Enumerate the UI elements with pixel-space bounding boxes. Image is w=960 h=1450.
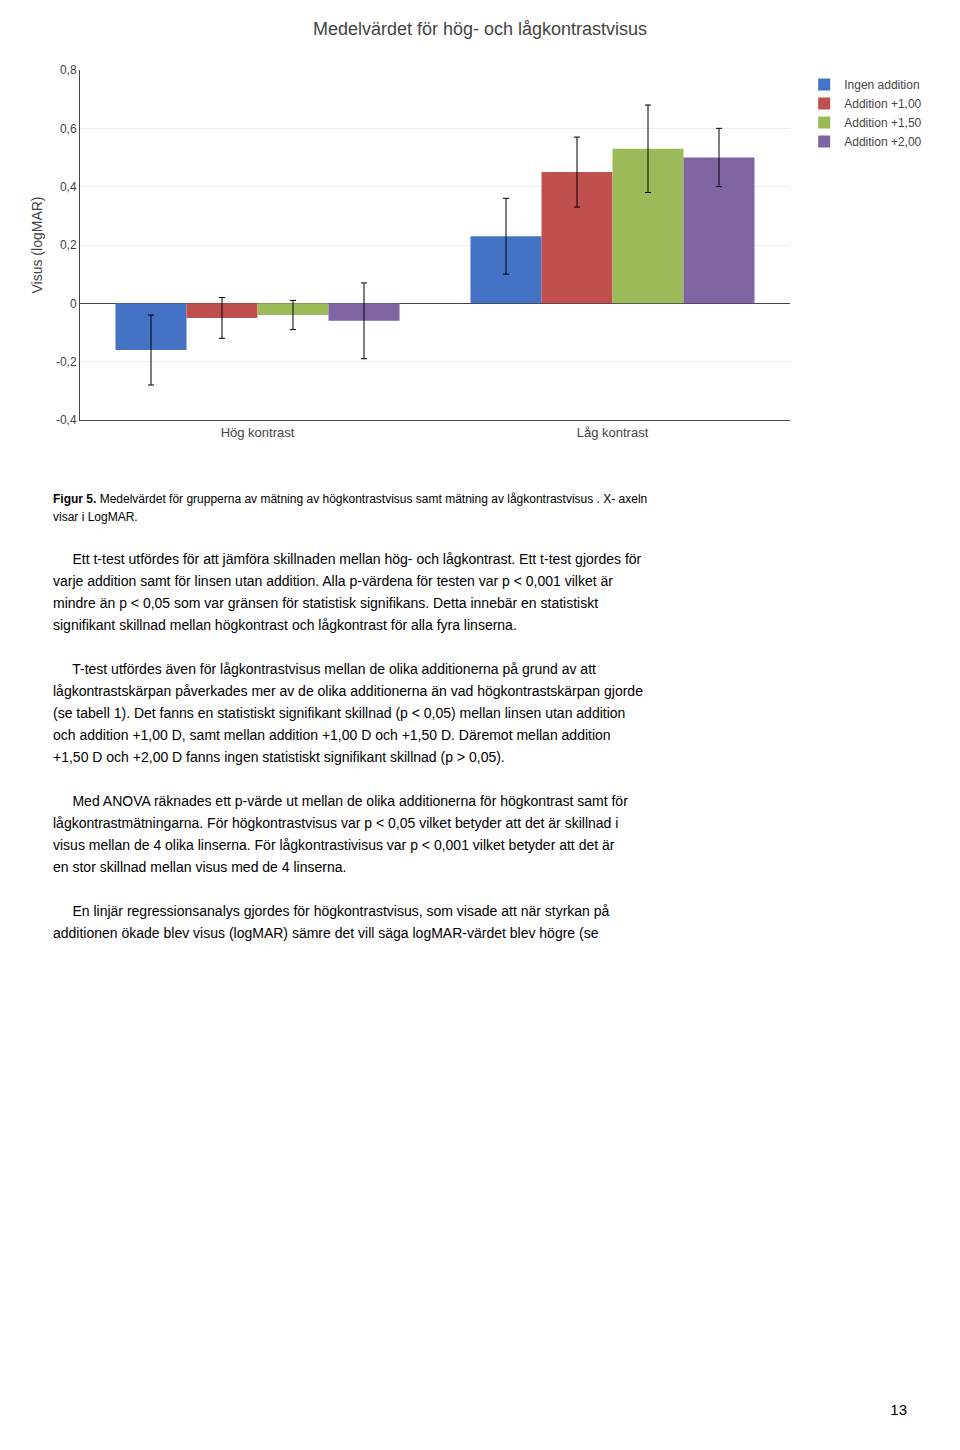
- html-text:En linjär regressionsanalys gj: En linjär regressionsanalys gjordes för …: [53, 903, 610, 919]
- html-text:varje addition samt för linsen: varje addition samt för linsen utan addi…: [53, 573, 613, 589]
- svg-text:0,4: 0,4: [60, 180, 77, 194]
- svg-text:Låg kontrast: Låg kontrast: [577, 425, 649, 440]
- svg-text:Ingen addition: Ingen addition: [844, 78, 919, 92]
- html-text:och addition +1,00 D, samt mel: och addition +1,00 D, samt mellan additi…: [53, 727, 611, 743]
- svg-text:0,6: 0,6: [60, 122, 77, 136]
- svg-text:-0,2: -0,2: [56, 355, 77, 369]
- svg-text:Addition +1,00: Addition +1,00: [844, 97, 921, 111]
- html-text:signifikant skillnad mellan hö: signifikant skillnad mellan högkontrast …: [53, 617, 517, 633]
- html-text:T-test utfördes även för lågko: T-test utfördes även för lågkontrastvisu…: [53, 661, 596, 677]
- svg-text:Addition +1,50: Addition +1,50: [844, 116, 921, 130]
- html-text:lågkontrastmätningarna. För hö: lågkontrastmätningarna. För högkontrastv…: [53, 815, 619, 831]
- svg-text:Medelvärdet för hög- och lågko: Medelvärdet för hög- och lågkontrastvisu…: [313, 19, 647, 39]
- html-text:Med ANOVA räknades ett p-värde: Med ANOVA räknades ett p-värde ut mellan…: [53, 793, 628, 809]
- html-text:lågkontrastskärpan påverkades: lågkontrastskärpan påverkades mer av de …: [53, 683, 643, 699]
- html-text:13: 13: [890, 1401, 907, 1418]
- html-text:en stor skillnad mellan visus: en stor skillnad mellan visus med de 4 l…: [53, 859, 347, 875]
- svg-text:-0,4: -0,4: [56, 413, 77, 427]
- html-text:additionen ökade blev visus (l: additionen ökade blev visus (logMAR) säm…: [53, 925, 599, 941]
- html-text:Ett t-test utfördes för att jä: Ett t-test utfördes för att jämföra skil…: [53, 551, 642, 567]
- html-text:visar i LogMAR.: visar i LogMAR.: [53, 510, 138, 524]
- html-text:+1,50 D och +2,00 D fanns inge: +1,50 D och +2,00 D fanns ingen statisti…: [53, 749, 505, 765]
- html-text:(se tabell 1). Det fanns en st: (se tabell 1). Det fanns en statistiskt …: [53, 705, 626, 721]
- html-text:Figur 5. Medelvärdet för grupp: Figur 5. Medelvärdet för grupperna av mä…: [53, 492, 648, 506]
- svg-text:Visus (logMAR): Visus (logMAR): [29, 197, 45, 294]
- html-text:visus mellan de 4 olika linser: visus mellan de 4 olika linserna. För lå…: [53, 837, 615, 853]
- svg-text:0: 0: [70, 297, 77, 311]
- html-text:mindre än p < 0,05 som var grä: mindre än p < 0,05 som var gränsen för s…: [53, 595, 599, 611]
- svg-text:0,2: 0,2: [60, 238, 77, 252]
- svg-text:Addition +2,00: Addition +2,00: [844, 135, 921, 149]
- svg-text:0,8: 0,8: [60, 63, 77, 77]
- svg-text:Hög kontrast: Hög kontrast: [221, 425, 295, 440]
